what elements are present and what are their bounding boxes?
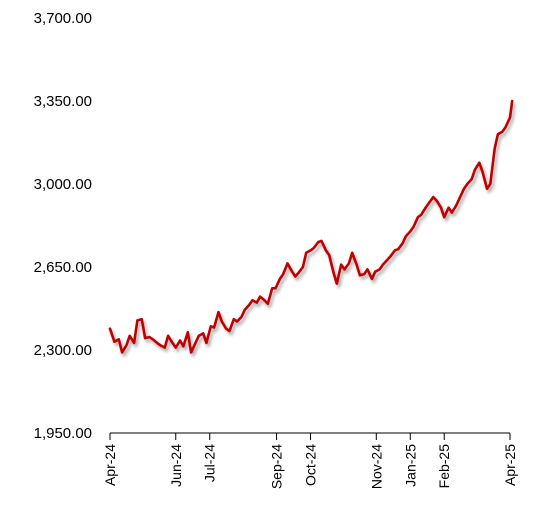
y-tick-label: 3,000.00: [34, 176, 92, 193]
x-tick-label: Apr-24: [102, 444, 118, 486]
y-tick-label: 3,700.00: [34, 10, 92, 27]
x-tick-label: Jan-25: [402, 444, 418, 487]
y-tick-label: 3,350.00: [34, 93, 92, 110]
y-axis-tick-labels: 1,950.00 2,300.00 2,650.00 3,000.00 3,350.00…: [34, 10, 92, 442]
y-tick-label: 2,650.00: [34, 259, 92, 276]
plot-area: [108, 99, 514, 354]
x-axis: Apr-24 Jun-24 Jul-24 Sep-24 Oct-24 Nov-24 Jan-…: [102, 432, 518, 489]
x-tick-label: Jul-24: [202, 444, 218, 482]
x-tick-label: Jun-24: [168, 444, 184, 487]
x-tick-label: Feb-25: [436, 444, 452, 489]
x-tick-label: Oct-24: [303, 444, 319, 486]
x-tick-label: Apr-25: [502, 444, 518, 486]
y-tick-label: 2,300.00: [34, 342, 92, 359]
series-line: [108, 99, 514, 354]
x-tick-label: Sep-24: [269, 444, 285, 489]
x-tick-label: Nov-24: [368, 444, 384, 489]
y-tick-label: 1,950.00: [34, 425, 92, 442]
